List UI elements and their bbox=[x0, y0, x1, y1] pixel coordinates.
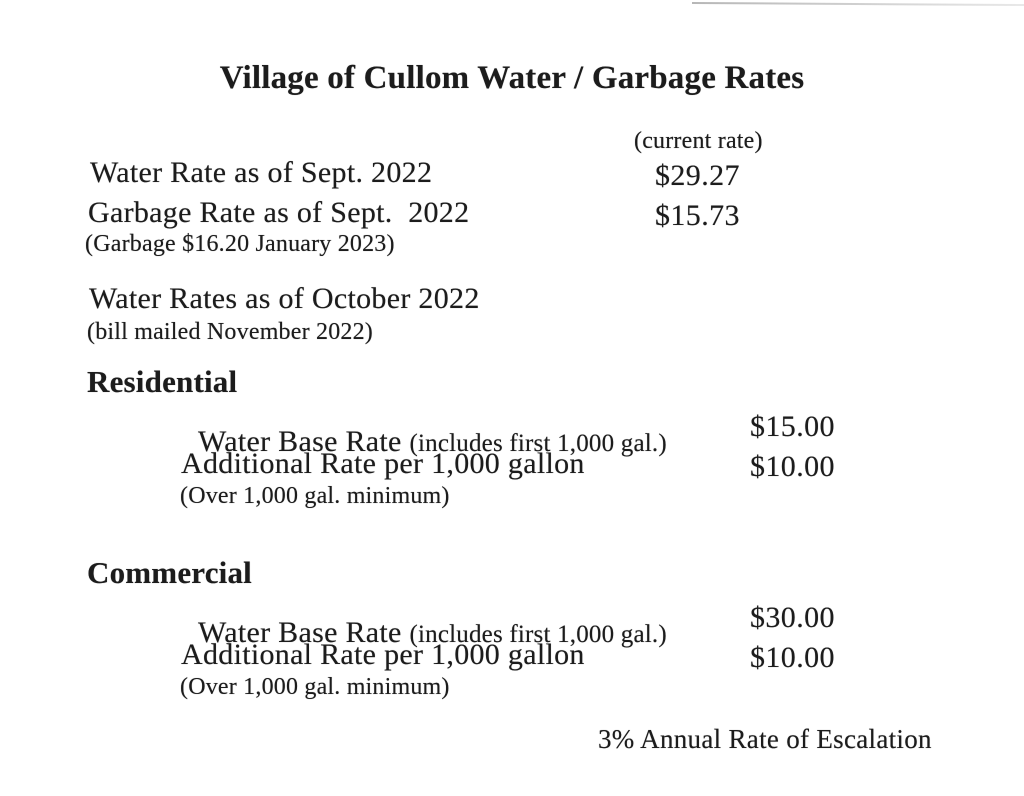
scan-artifact-line bbox=[691, 2, 1024, 7]
residential-minimum-note: (Over 1,000 gal. minimum) bbox=[180, 483, 450, 509]
escalation-note: 3% Annual Rate of Escalation bbox=[598, 724, 932, 754]
residential-base-rate-value: $15.00 bbox=[750, 410, 835, 443]
residential-base-rate-label-note: (includes first 1,000 gal.) bbox=[409, 429, 667, 457]
garbage-rate-value: $15.73 bbox=[655, 199, 740, 232]
residential-base-rate-row: Water Base Rate (includes first 1,000 ga… bbox=[182, 407, 667, 475]
section-heading-commercial: Commercial bbox=[87, 555, 252, 590]
water-rate-value: $29.27 bbox=[655, 159, 740, 192]
commercial-additional-rate-label: Additional Rate per 1,000 gallon bbox=[181, 638, 585, 671]
commercial-base-rate-label: Water Base Rate bbox=[198, 615, 410, 649]
bill-mailed-note: (bill mailed November 2022) bbox=[87, 319, 373, 345]
residential-additional-rate-value: $10.00 bbox=[750, 450, 835, 483]
commercial-additional-rate-value: $10.00 bbox=[750, 641, 835, 674]
commercial-base-rate-value: $30.00 bbox=[750, 601, 835, 634]
page-title: Village of Cullom Water / Garbage Rates bbox=[219, 60, 805, 96]
water-rate-label: Water Rate as of Sept. 2022 bbox=[90, 156, 433, 189]
residential-additional-rate-label: Additional Rate per 1,000 gallon bbox=[181, 447, 585, 480]
section-heading-residential: Residential bbox=[87, 364, 238, 399]
current-rate-column-header: (current rate) bbox=[634, 128, 763, 154]
garbage-rate-label: Garbage Rate as of Sept. 2022 bbox=[88, 196, 470, 229]
commercial-minimum-note: (Over 1,000 gal. minimum) bbox=[180, 674, 450, 700]
effective-date-heading: Water Rates as of October 2022 bbox=[89, 282, 480, 315]
garbage-future-note: (Garbage $16.20 January 2023) bbox=[85, 231, 395, 257]
commercial-base-rate-label-note: (includes first 1,000 gal.) bbox=[409, 620, 667, 648]
residential-base-rate-label: Water Base Rate bbox=[198, 424, 410, 458]
commercial-base-rate-row: Water Base Rate (includes first 1,000 ga… bbox=[182, 598, 667, 666]
